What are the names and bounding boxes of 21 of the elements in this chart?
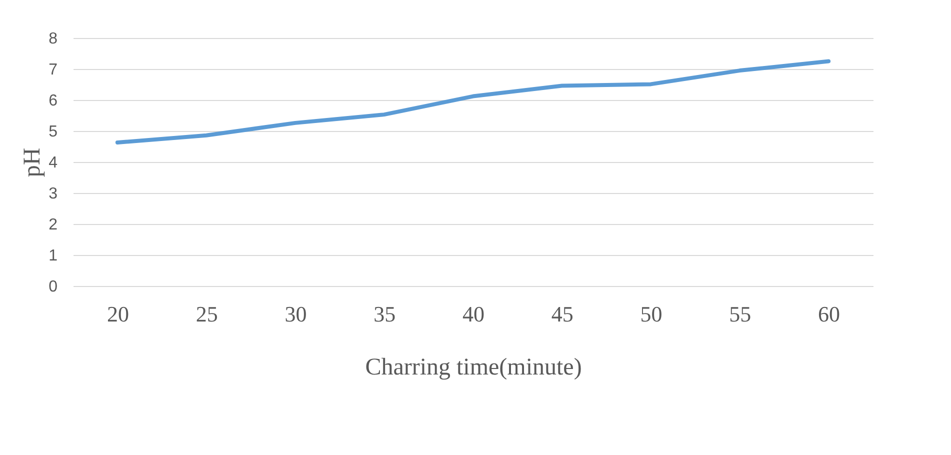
- x-tick-label: 55: [729, 302, 752, 326]
- y-tick-label: 8: [48, 30, 58, 48]
- x-tick-label: 45: [551, 302, 574, 326]
- x-tick-label: 50: [640, 302, 662, 326]
- y-tick-label: 1: [48, 248, 58, 264]
- x-tick-label: 35: [374, 302, 396, 326]
- line-series: [115, 59, 831, 144]
- x-tick-label: 40: [462, 302, 484, 326]
- x-tick-label: 20: [106, 302, 129, 326]
- y-tick-label: 4: [48, 154, 58, 172]
- y-tick-label: 3: [48, 186, 58, 202]
- y-axis-title: pH: [20, 148, 46, 178]
- y-tick-label: 6: [48, 92, 58, 110]
- x-tick-label: 30: [284, 302, 307, 326]
- y-tick-label: 0: [48, 278, 58, 296]
- x-tick-label: 25: [196, 302, 218, 326]
- x-axis-title: Charring time(minute): [365, 354, 582, 380]
- y-tick-label: 5: [48, 124, 58, 140]
- y-tick-label: 2: [48, 216, 58, 234]
- x-tick-label: 60: [818, 302, 840, 326]
- y-tick-label: 7: [48, 62, 58, 78]
